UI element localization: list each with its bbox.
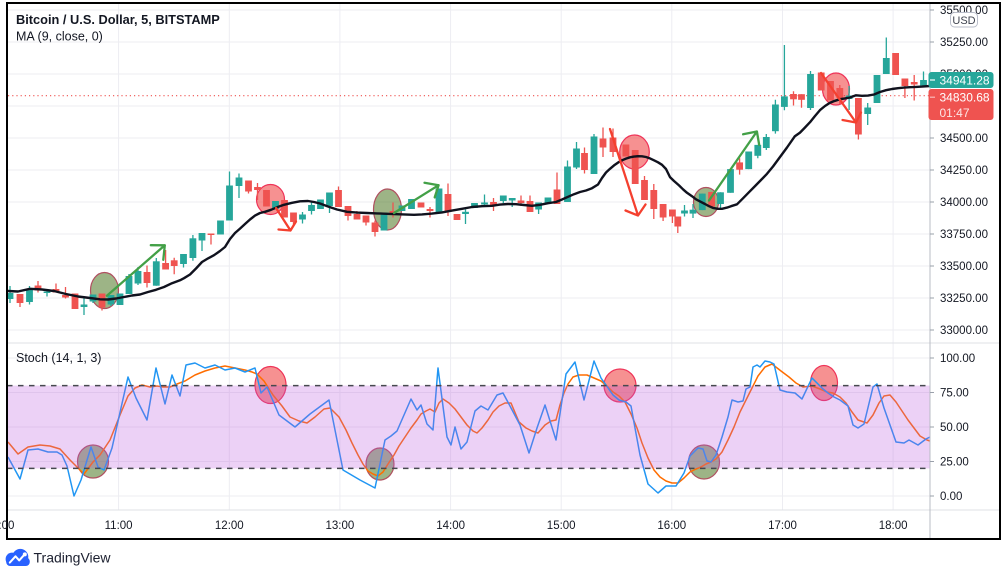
- svg-text:25.00: 25.00: [940, 457, 969, 469]
- svg-text:Bitcoin / U.S. Dollar, 5, BITS: Bitcoin / U.S. Dollar, 5, BITSTAMP: [16, 12, 220, 27]
- svg-text:MA (9, close, 0): MA (9, close, 0): [16, 30, 103, 44]
- svg-text:11:00: 11:00: [105, 520, 133, 532]
- svg-text:TradingView: TradingView: [34, 550, 112, 566]
- svg-text:01:47: 01:47: [940, 106, 970, 120]
- svg-text:33250.00: 33250.00: [940, 293, 988, 305]
- svg-text:14:00: 14:00: [436, 520, 465, 532]
- svg-text:34000.00: 34000.00: [940, 197, 988, 209]
- svg-text:33500.00: 33500.00: [940, 261, 988, 273]
- svg-text:18:00: 18:00: [879, 520, 908, 532]
- svg-text:17:00: 17:00: [768, 520, 797, 532]
- svg-text:16:00: 16:00: [657, 520, 686, 532]
- svg-text:15:00: 15:00: [547, 520, 576, 532]
- svg-text:34830.68: 34830.68: [940, 90, 990, 104]
- svg-text:100.00: 100.00: [940, 353, 975, 365]
- svg-text:34500.00: 34500.00: [940, 133, 988, 145]
- svg-text:34250.00: 34250.00: [940, 165, 988, 177]
- svg-text:34941.28: 34941.28: [940, 73, 990, 87]
- svg-text:33000.00: 33000.00: [940, 325, 988, 337]
- svg-text:10:00: 10:00: [0, 520, 14, 532]
- svg-text:0.00: 0.00: [940, 491, 962, 503]
- svg-text:USD: USD: [952, 15, 975, 27]
- svg-text:12:00: 12:00: [215, 520, 244, 532]
- svg-text:33750.00: 33750.00: [940, 229, 988, 241]
- svg-text:35250.00: 35250.00: [940, 37, 988, 49]
- svg-text:50.00: 50.00: [940, 422, 969, 434]
- svg-text:75.00: 75.00: [940, 388, 969, 400]
- svg-text:Stoch (14, 1, 3): Stoch (14, 1, 3): [16, 351, 101, 365]
- svg-text:13:00: 13:00: [326, 520, 355, 532]
